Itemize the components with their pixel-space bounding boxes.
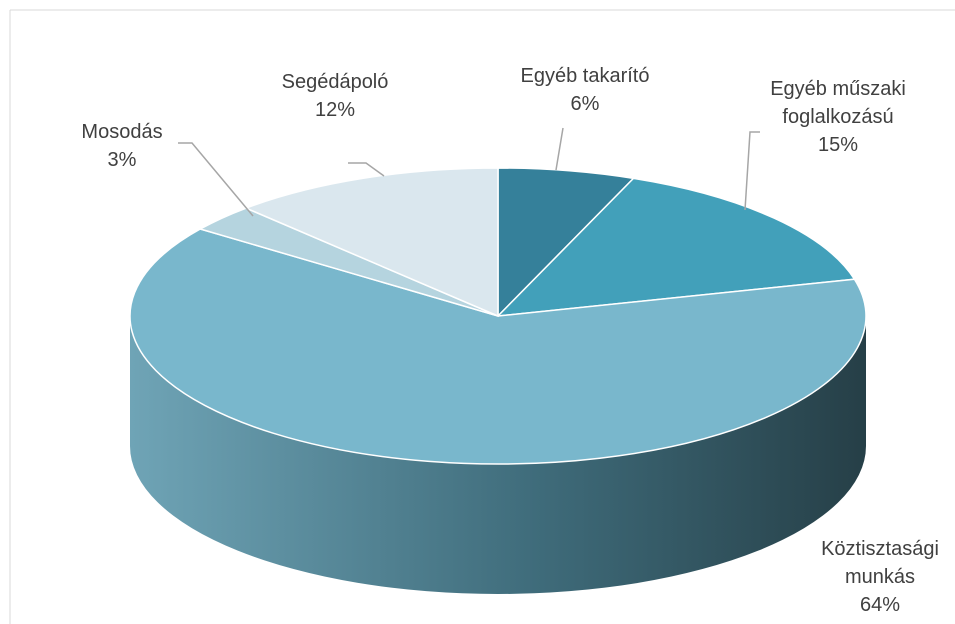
label-category: Egyéb takarító [520,65,650,87]
label-value: 3% [107,149,137,171]
leader-line [555,127,564,171]
leader-line [744,131,760,211]
slice [497,167,636,318]
leader-line [178,142,254,217]
label-category: Egyéb műszaki foglalkozású [770,78,906,128]
data-label: Segédápoló 12% [265,68,405,124]
slice [244,167,499,318]
label-value: 12% [314,99,356,121]
pie [129,167,867,594]
label-value: 64% [859,594,901,616]
data-label: Mosodás 3% [62,118,182,174]
slice-side [130,316,866,594]
leader-lines [178,127,760,217]
data-label: Egyéb műszaki foglalkozású 15% [758,75,918,159]
label-category: Segédápoló [281,71,389,93]
label-value: 15% [817,134,859,156]
label-category: Mosodás [81,121,163,143]
slice [129,228,867,465]
slice [496,177,856,317]
data-label: Köztisztasági munkás 64% [805,535,955,619]
label-value: 6% [570,93,600,115]
label-category: Köztisztasági munkás [821,538,939,588]
data-label: Egyéb takarító 6% [500,62,670,118]
leader-line [348,162,385,177]
